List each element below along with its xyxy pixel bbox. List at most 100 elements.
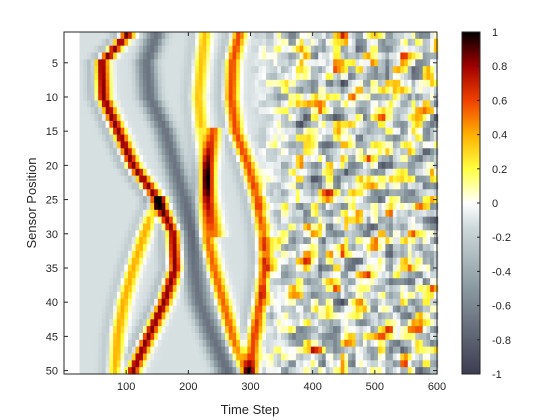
- heatmap-cell: [363, 209, 368, 218]
- heatmap-cell: [120, 86, 125, 95]
- heatmap-cell: [254, 216, 260, 225]
- heatmap-cell: [169, 346, 174, 355]
- heatmap-cell: [154, 120, 159, 129]
- x-tick-label: 500: [366, 381, 384, 393]
- heatmap-cell: [370, 120, 375, 129]
- heatmap-cell: [430, 73, 435, 81]
- heatmap-cell: [206, 182, 211, 190]
- heatmap-cell: [400, 86, 405, 95]
- x-tick-label: 300: [241, 381, 259, 393]
- heatmap-cell: [404, 93, 409, 101]
- heatmap-cell: [79, 45, 84, 54]
- heatmap-cell: [191, 332, 196, 341]
- heatmap-cell: [87, 319, 92, 327]
- heatmap-cell: [359, 244, 364, 252]
- heatmap-cell: [79, 223, 84, 231]
- heatmap-cell: [83, 38, 88, 47]
- heatmap-cell: [325, 127, 331, 136]
- heatmap-cell: [169, 291, 174, 300]
- heatmap-cell: [333, 326, 338, 334]
- heatmap-cell: [161, 353, 166, 361]
- heatmap-cell: [239, 250, 245, 259]
- heatmap-cell: [172, 93, 178, 101]
- heatmap-cell: [407, 134, 413, 143]
- heatmap-cell: [243, 285, 248, 293]
- heatmap-cell: [307, 45, 312, 54]
- heatmap-cell: [157, 237, 163, 245]
- heatmap-cell: [251, 100, 256, 108]
- heatmap-cell: [239, 278, 245, 286]
- heatmap-cell: [217, 319, 222, 327]
- heatmap-cell: [165, 127, 170, 136]
- heatmap-cell: [124, 182, 129, 190]
- heatmap-cell: [273, 141, 278, 149]
- heatmap-cell: [351, 250, 357, 259]
- heatmap-cell: [187, 360, 193, 368]
- heatmap-cell: [370, 360, 375, 368]
- heatmap-cell: [154, 250, 159, 259]
- heatmap-cell: [430, 298, 435, 307]
- heatmap-cell: [329, 100, 334, 108]
- heatmap-cell: [351, 291, 357, 300]
- heatmap-cell: [254, 141, 260, 149]
- heatmap-cell: [318, 189, 323, 197]
- heatmap-cell: [411, 332, 416, 341]
- heatmap-cell: [180, 305, 185, 314]
- heatmap-cell: [105, 73, 110, 81]
- heatmap-cell: [154, 216, 159, 225]
- heatmap-cell: [404, 161, 409, 170]
- heatmap-cell: [325, 312, 331, 320]
- heatmap-cell: [325, 250, 331, 259]
- heatmap-cell: [79, 237, 84, 245]
- heatmap-cell: [221, 168, 226, 177]
- heatmap-cell: [336, 52, 342, 60]
- heatmap-cell: [262, 209, 267, 218]
- heatmap-cell: [295, 141, 301, 149]
- heatmap-cell: [146, 237, 152, 245]
- heatmap-cell: [389, 312, 394, 320]
- heatmap-cell: [418, 32, 424, 40]
- heatmap-cell: [355, 66, 360, 74]
- heatmap-cell: [381, 175, 386, 184]
- heatmap-cell: [277, 59, 282, 67]
- heatmap-cell: [161, 141, 166, 149]
- heatmap-cell: [381, 59, 386, 67]
- heatmap-cell: [206, 196, 211, 204]
- heatmap-cell: [348, 93, 353, 101]
- heatmap-cell: [430, 339, 435, 348]
- heatmap-cell: [101, 278, 107, 286]
- heatmap-cell: [172, 203, 178, 211]
- heatmap-cell: [98, 107, 103, 115]
- heatmap-cell: [392, 66, 398, 74]
- heatmap-cell: [232, 100, 237, 108]
- heatmap-cell: [258, 127, 263, 136]
- heatmap-cell: [202, 32, 207, 40]
- heatmap-cell: [169, 38, 174, 47]
- heatmap-cell: [239, 285, 245, 293]
- heatmap-cell: [284, 161, 290, 170]
- heatmap-cell: [251, 114, 256, 122]
- heatmap-cell: [251, 120, 256, 129]
- heatmap-cell: [98, 250, 103, 259]
- heatmap-cell: [198, 79, 204, 88]
- heatmap-cell: [366, 346, 372, 355]
- heatmap-cell: [213, 32, 219, 40]
- heatmap-cell: [213, 223, 219, 231]
- heatmap-cell: [247, 305, 252, 314]
- heatmap-cell: [142, 32, 148, 40]
- heatmap-cell: [404, 66, 409, 74]
- heatmap-cell: [131, 134, 137, 143]
- heatmap-cell: [191, 120, 196, 129]
- heatmap-cell: [221, 291, 226, 300]
- heatmap-cell: [321, 216, 327, 225]
- heatmap-cell: [374, 38, 379, 47]
- heatmap-cell: [217, 100, 222, 108]
- heatmap-cell: [351, 93, 357, 101]
- heatmap-cell: [202, 278, 207, 286]
- heatmap-cell: [385, 203, 390, 211]
- heatmap-cell: [180, 319, 185, 327]
- heatmap-cell: [87, 237, 92, 245]
- heatmap-cell: [131, 230, 137, 238]
- heatmap-cell: [348, 291, 353, 300]
- heatmap-cell: [254, 32, 260, 40]
